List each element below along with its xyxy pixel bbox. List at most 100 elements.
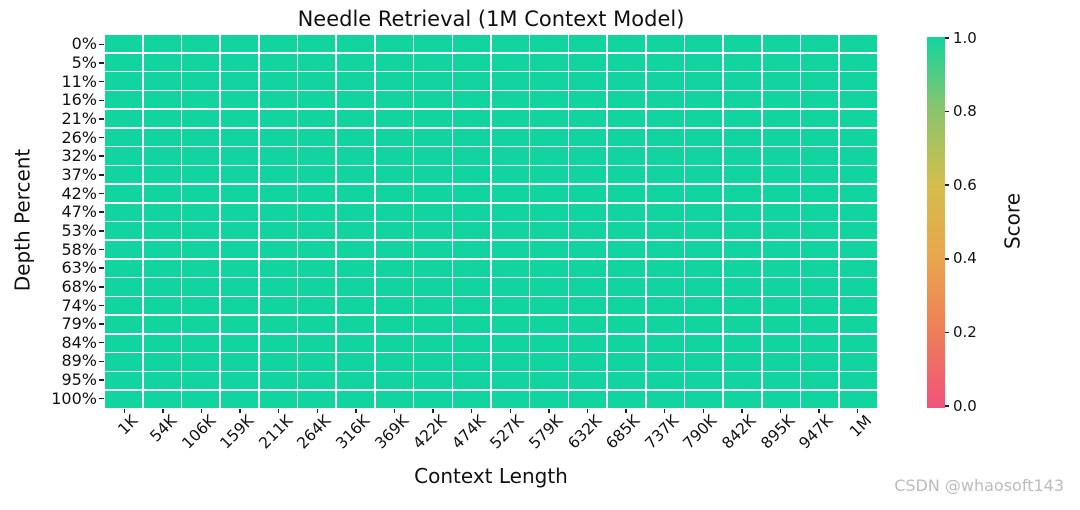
heatmap-cell [685, 109, 723, 128]
heatmap-cell [723, 147, 761, 165]
heatmap-cell [337, 128, 375, 146]
heatmap-cell [182, 166, 220, 184]
x-tick-label: 1K [114, 411, 142, 439]
x-tick-label: 685K [602, 411, 644, 453]
heatmap-cell [298, 35, 336, 53]
heatmap-cell [259, 128, 297, 146]
heatmap-cell [530, 390, 568, 408]
heatmap-cell [491, 222, 529, 240]
heatmap-cell [839, 353, 877, 371]
heatmap-cell [105, 390, 143, 408]
x-tick-label: 316K [332, 411, 374, 453]
heatmap-cell [569, 353, 607, 371]
heatmap-cell [221, 297, 259, 315]
heatmap-cell [105, 259, 143, 277]
heatmap-cell [182, 334, 220, 352]
heatmap-cell [143, 128, 181, 146]
heatmap-cell [453, 166, 491, 184]
heatmap-cell [839, 147, 877, 165]
heatmap-cell [607, 128, 645, 146]
heatmap-cell [414, 35, 452, 53]
heatmap-cell [530, 334, 568, 352]
heatmap-cell [685, 222, 723, 240]
heatmap-cell [143, 372, 181, 390]
heatmap-cell [607, 353, 645, 371]
heatmap-cell [762, 109, 800, 128]
y-axis-label: Depth Percent [10, 148, 35, 292]
x-tick-label: 579K [525, 411, 567, 453]
heatmap-cell [259, 372, 297, 390]
heatmap-cell [143, 166, 181, 184]
heatmap-cell [221, 166, 259, 184]
heatmap-cell [414, 184, 452, 202]
heatmap-cell [259, 91, 297, 109]
heatmap-cell [646, 241, 684, 259]
heatmap-cell [143, 53, 181, 71]
x-tick-label: 632K [563, 411, 605, 453]
heatmap-cell [646, 315, 684, 334]
heatmap-cell [491, 128, 529, 146]
heatmap-cell [182, 147, 220, 165]
heatmap-cell [375, 128, 413, 146]
heatmap-cell [491, 35, 529, 53]
heatmap-cell [414, 390, 452, 408]
heatmap-cell [221, 147, 259, 165]
heatmap-cell [259, 353, 297, 371]
heatmap-cell [801, 222, 839, 240]
tick-mark [99, 118, 104, 120]
y-tick-label: 11% [61, 71, 97, 91]
heatmap-cell [607, 372, 645, 390]
heatmap-cell [221, 203, 259, 221]
tick-mark [625, 409, 627, 413]
heatmap-cell [646, 128, 684, 146]
heatmap-cell [491, 53, 529, 71]
heatmap-cell [298, 353, 336, 371]
heatmap-cell [221, 372, 259, 390]
heatmap-cell [259, 334, 297, 352]
heatmap-cell [685, 353, 723, 371]
x-tick-label: 895K [756, 411, 798, 453]
heatmap-cell [801, 297, 839, 315]
heatmap-cell [143, 353, 181, 371]
heatmap-cell [839, 53, 877, 71]
heatmap-cell [723, 353, 761, 371]
x-tick-label: 1M [845, 411, 876, 441]
heatmap-cell [801, 278, 839, 296]
heatmap-cell [375, 334, 413, 352]
heatmap-cell [182, 222, 220, 240]
heatmap-cell [182, 35, 220, 53]
tick-mark [663, 409, 666, 413]
tick-mark [99, 379, 104, 381]
heatmap-cell [221, 390, 259, 408]
heatmap-cell [337, 241, 375, 259]
heatmap-cell [298, 241, 336, 259]
heatmap-cell [685, 241, 723, 259]
heatmap-cell [530, 353, 568, 371]
heatmap-cell [762, 147, 800, 165]
heatmap-cell [801, 166, 839, 184]
heatmap-cell [685, 390, 723, 408]
heatmap-cell [182, 109, 220, 128]
heatmap-cell [723, 390, 761, 408]
heatmap-cell [839, 35, 877, 53]
heatmap-cell [453, 72, 491, 90]
heatmap-cell [762, 390, 800, 408]
heatmap-cell [569, 53, 607, 71]
heatmap-cell [105, 147, 143, 165]
heatmap-cell [414, 372, 452, 390]
heatmap-cell [762, 278, 800, 296]
heatmap-cell [491, 278, 529, 296]
heatmap-cell [569, 334, 607, 352]
heatmap-cell [221, 91, 259, 109]
heatmap-cell [105, 353, 143, 371]
heatmap-cell [375, 166, 413, 184]
heatmap-cell [607, 109, 645, 128]
x-tick-label: 842K [718, 411, 760, 453]
heatmap-cell [182, 390, 220, 408]
heatmap-cell [414, 278, 452, 296]
heatmap-cell [723, 128, 761, 146]
y-tick-label: 79% [61, 314, 97, 334]
heatmap-cell [762, 297, 800, 315]
heatmap-cell [221, 353, 259, 371]
heatmap-cell [143, 390, 181, 408]
